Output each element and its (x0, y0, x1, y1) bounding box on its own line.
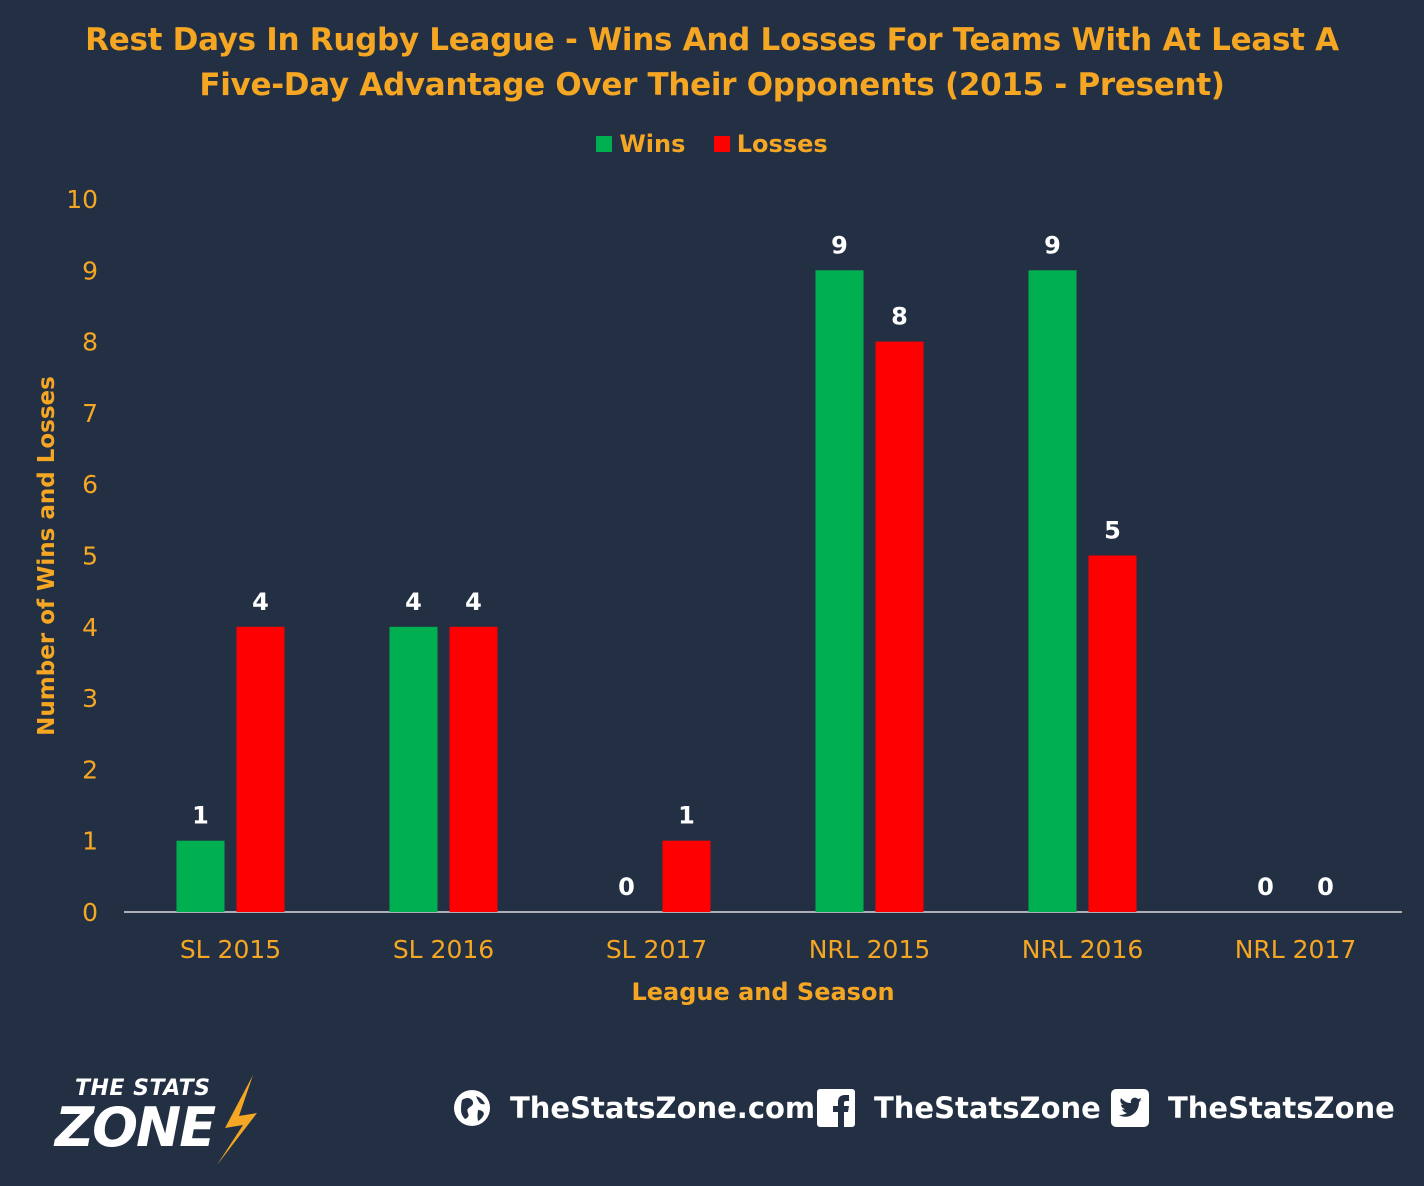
chart-legend: Wins Losses (0, 130, 1424, 158)
bar-wins (389, 626, 438, 912)
bar-chart: 0 1 2 3 4 5 6 7 8 9 10 1 4 SL 2015 4 4 SL 2016 0 1 SL 2017 9… (34, 185, 1402, 1006)
x-tick-label: SL 2016 (393, 935, 494, 964)
data-label: 1 (192, 802, 209, 830)
bar-losses (449, 626, 498, 912)
twitter-link[interactable]: TheStatsZone (1110, 1088, 1395, 1128)
y-tick-label: 2 (82, 755, 98, 784)
legend-label-wins: Wins (619, 130, 686, 158)
data-label: 4 (252, 588, 269, 616)
y-tick-label: 10 (66, 185, 98, 214)
twitter-text: TheStatsZone (1168, 1091, 1395, 1125)
y-tick-label: 9 (82, 256, 98, 285)
facebook-icon (817, 1089, 855, 1127)
x-tick-label: NRL 2017 (1235, 935, 1357, 964)
logo-bolt-icon (217, 1075, 257, 1165)
website-text: TheStatsZone.com (510, 1091, 816, 1125)
data-label: 0 (1257, 873, 1274, 901)
bar-wins (1028, 270, 1077, 912)
y-tick-label: 8 (82, 328, 98, 357)
chart-title-line-2: Five-Day Advantage Over Their Opponents … (199, 67, 1225, 103)
y-tick-label: 3 (82, 684, 98, 713)
legend-item-wins: Wins (596, 130, 685, 158)
data-label: 1 (678, 802, 695, 830)
logo-text-top: THE STATS (75, 1076, 211, 1101)
bar-wins (176, 840, 225, 912)
chart-title: Rest Days In Rugby League - Wins And Los… (60, 18, 1364, 108)
y-tick-label: 7 (82, 399, 98, 428)
chart-title-line-1: Rest Days In Rugby League - Wins And Los… (85, 22, 1339, 58)
facebook-text: TheStatsZone (874, 1091, 1101, 1125)
website-link[interactable]: TheStatsZone.com (452, 1088, 815, 1128)
data-label: 4 (465, 588, 482, 616)
y-tick-label: 6 (82, 470, 98, 499)
data-label: 9 (831, 231, 848, 259)
y-tick-label: 4 (82, 613, 98, 642)
x-tick-label: NRL 2016 (1022, 935, 1144, 964)
data-label: 9 (1044, 231, 1061, 259)
twitter-icon (1111, 1089, 1149, 1127)
bar-losses (236, 626, 285, 912)
data-label: 5 (1104, 517, 1121, 545)
stats-zone-logo: THE STATS ZONE (55, 1068, 305, 1165)
x-tick-label: NRL 2015 (809, 935, 931, 964)
data-label: 4 (405, 588, 422, 616)
facebook-link[interactable]: TheStatsZone (816, 1088, 1101, 1128)
bar-losses (875, 341, 924, 913)
bar-losses (662, 840, 711, 912)
data-label: 8 (891, 303, 908, 331)
legend-label-losses: Losses (736, 130, 828, 158)
legend-item-losses: Losses (713, 130, 828, 158)
x-axis-title: League and Season (631, 978, 894, 1006)
logo-text-bottom: ZONE (55, 1096, 216, 1159)
data-label: 0 (618, 873, 635, 901)
y-tick-label: 1 (82, 827, 98, 856)
x-tick-label: SL 2017 (606, 935, 707, 964)
y-tick-label: 0 (82, 898, 98, 927)
footer: THE STATS ZONE TheStatsZone.com TheStats… (0, 1060, 1424, 1170)
bar-losses (1088, 555, 1137, 912)
data-label: 0 (1317, 873, 1334, 901)
globe-icon (454, 1090, 490, 1126)
legend-swatch-wins (596, 136, 613, 152)
y-axis-title: Number of Wins and Losses (34, 376, 60, 736)
x-tick-label: SL 2015 (180, 935, 281, 964)
legend-swatch-losses (713, 136, 730, 152)
bar-wins (815, 270, 864, 912)
y-tick-label: 5 (82, 542, 98, 571)
